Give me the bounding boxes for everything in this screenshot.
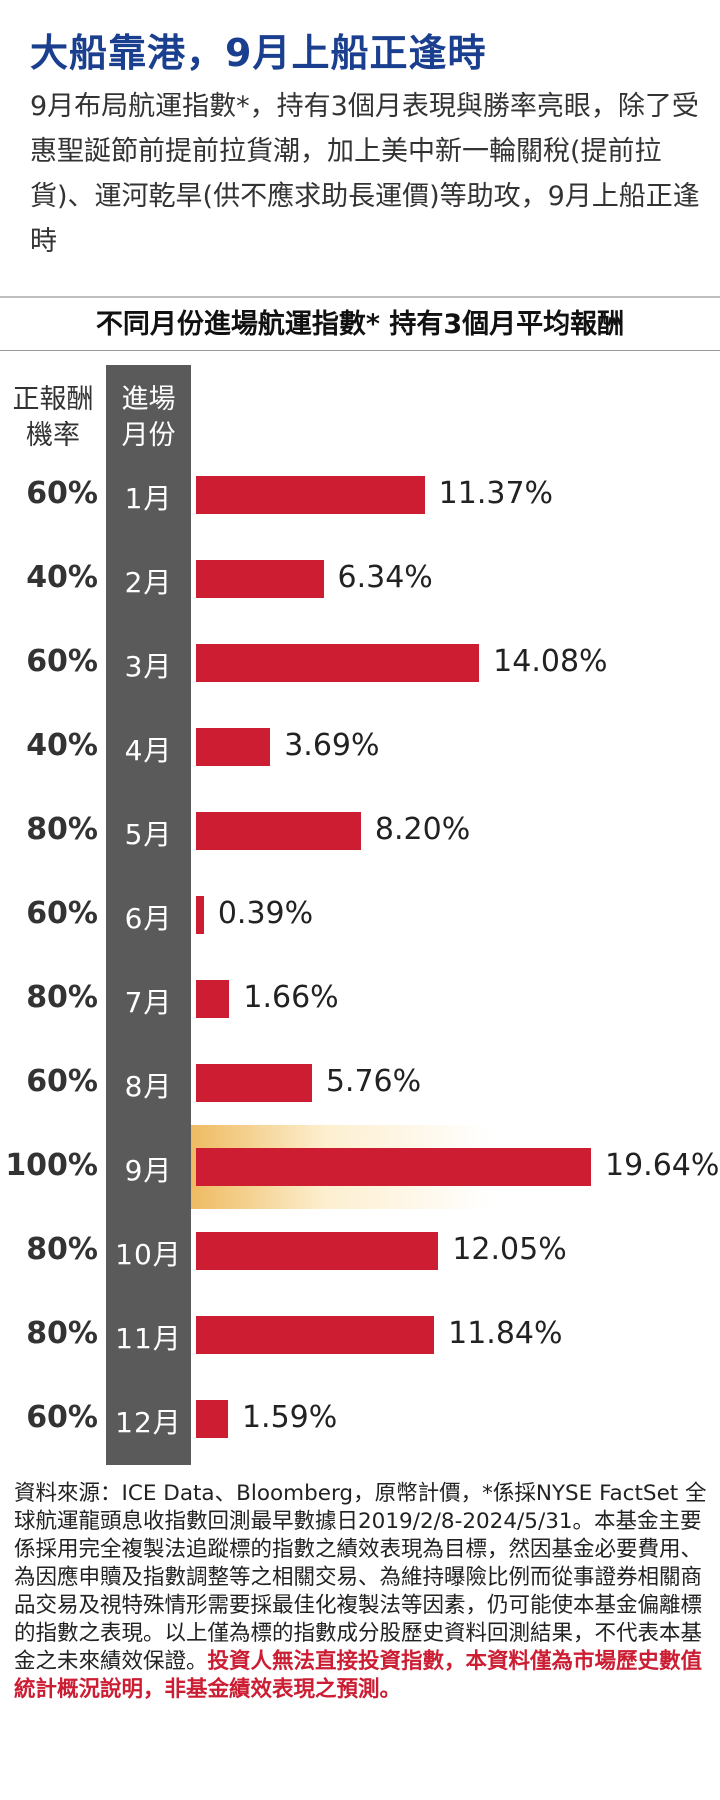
intro-paragraph: 9月布局航運指數*，持有3個月表現與勝率亮眼，除了受惠聖誕節前提前拉貨潮，加上美… (30, 91, 700, 257)
win-rate-label: 40% (26, 728, 98, 763)
month-label: 8月 (124, 1070, 173, 1103)
month-label: 3月 (124, 650, 173, 683)
value-label: 8.20% (374, 812, 471, 847)
bar (196, 476, 425, 514)
win-rate-label: 60% (26, 1400, 98, 1435)
value-label: 11.84% (448, 1316, 563, 1351)
bar (196, 1400, 228, 1438)
win-rate-label: 60% (26, 644, 98, 679)
footnote: 資料來源：ICE Data、Bloomberg，原幣計價，*係採NYSE Fac… (14, 1480, 714, 1704)
value-label: 11.37% (438, 476, 554, 511)
bar (196, 980, 230, 1018)
month-label: 1月 (124, 482, 173, 515)
win-rate-label: 80% (26, 980, 98, 1015)
month-label: 5月 (124, 818, 173, 851)
win-rate-label: 80% (26, 1232, 98, 1267)
value-label: 19.64% (605, 1148, 720, 1183)
bar (196, 1316, 435, 1354)
month-label: 10月 (115, 1238, 182, 1271)
bar (196, 644, 480, 682)
column-header-entry-month: 進場 月份 (121, 384, 176, 451)
bar (196, 560, 324, 598)
value-label: 3.69% (284, 728, 380, 763)
footnote-warning-text: 投資人無法直接投資指數，本資料僅為市場歷史數值統計概況說明，非基金績效表現之預測… (14, 1649, 703, 1702)
divider-top (0, 296, 720, 298)
win-rate-label: 60% (26, 476, 98, 511)
bar (196, 1064, 312, 1102)
month-label: 9月 (124, 1154, 173, 1187)
value-label: 5.76% (325, 1064, 422, 1099)
bar (196, 1232, 439, 1270)
month-column-band (106, 365, 191, 1465)
month-label: 4月 (124, 734, 173, 767)
win-rate-label: 80% (26, 1316, 98, 1351)
value-label: 12.05% (452, 1232, 567, 1267)
chart-title: 不同月份進場航運指數* 持有3個月平均報酬 (95, 309, 625, 340)
win-rate-label: 60% (26, 1064, 98, 1099)
divider-chart-title (0, 350, 720, 351)
month-label: 2月 (124, 566, 173, 599)
bar (196, 1148, 591, 1186)
footnote-source-text: 資料來源：ICE Data、Bloomberg，原幣計價，*係採NYSE Fac… (14, 1481, 707, 1674)
win-rate-label: 60% (26, 896, 98, 931)
bar (196, 728, 271, 766)
win-rate-label: 80% (26, 812, 98, 847)
win-rate-label: 40% (26, 560, 98, 595)
header-section: 大船靠港，9月上船正逢時 9月布局航運指數*，持有3個月表現與勝率亮眼，除了受惠… (0, 0, 720, 295)
value-label: 1.59% (241, 1400, 338, 1435)
value-label: 0.39% (217, 896, 314, 931)
value-label: 14.08% (493, 644, 608, 679)
month-label: 7月 (124, 986, 173, 1019)
value-label: 6.34% (337, 560, 433, 595)
value-label: 1.66% (243, 980, 339, 1015)
bar (196, 812, 361, 850)
month-label: 12月 (115, 1406, 182, 1439)
bar (196, 896, 204, 934)
column-header-win-rate: 正報酬 機率 (12, 384, 94, 451)
month-label: 11月 (115, 1322, 182, 1355)
win-rate-label: 100% (5, 1148, 98, 1183)
month-label: 6月 (124, 902, 173, 935)
page-title: 大船靠港，9月上船正逢時 (30, 31, 487, 75)
